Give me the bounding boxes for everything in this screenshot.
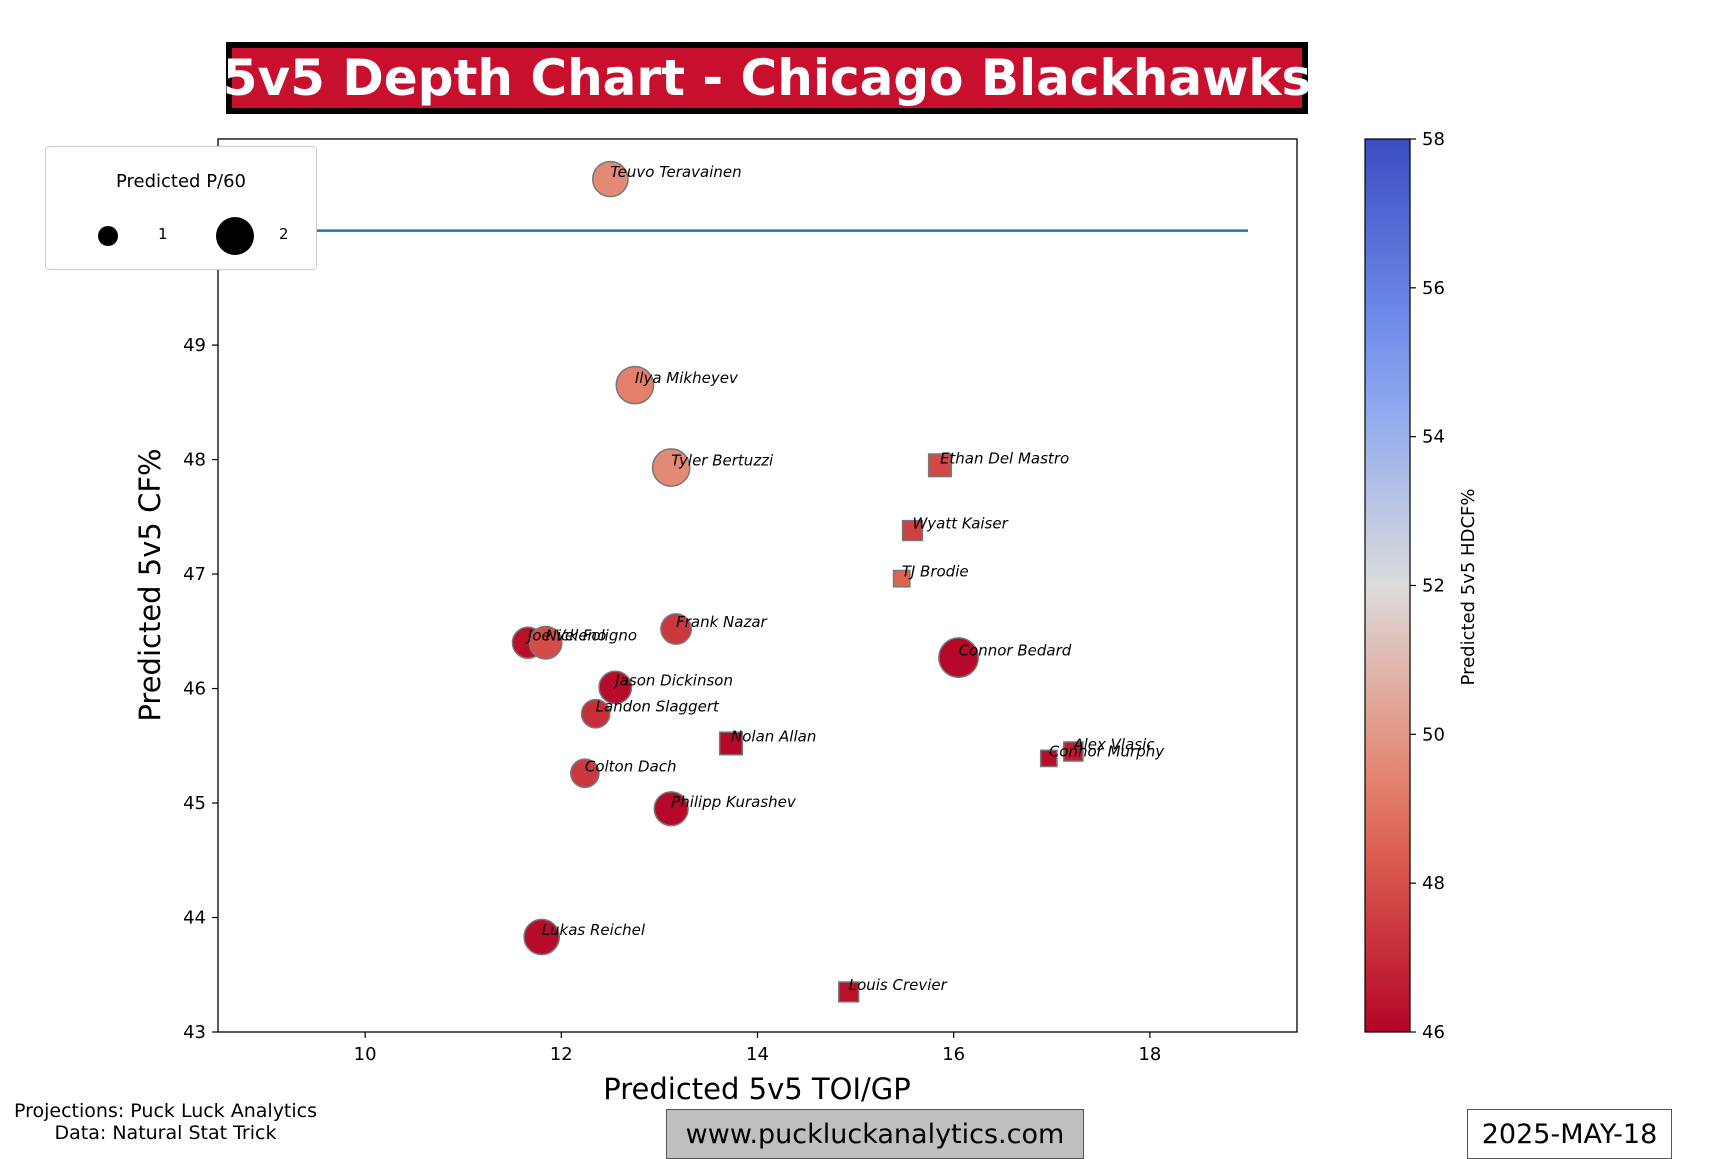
colorbar [1364,138,1411,1033]
player-label: Alex Vlasic [1072,736,1155,754]
y-axis-ticks: 4344454647484950 [183,221,218,1043]
plot-frame [217,138,1298,1033]
y-axis-label: Predicted 5v5 CF% [133,448,167,721]
player-marker [592,160,629,198]
player-marker [938,637,980,679]
player-label: Tyler Bertuzzi [671,452,774,470]
y-tick-label: 45 [183,793,206,814]
player-label: Lukas Reichel [542,921,646,939]
player-label: Connor Bedard [959,642,1072,660]
player-label: Colton Dach [585,757,677,775]
player-marker [901,519,924,542]
colorbar-ticks: 46 48 50 52 54 56 58 [1410,129,1445,1043]
legend-dot-large [216,217,254,255]
player-label: Connor Murphy [1049,742,1165,760]
scatter-points [511,160,1084,1003]
x-axis-ticks: 10 12 14 16 18 [354,1032,1161,1065]
player-label: Philipp Kurashev [671,793,797,811]
player-label: Ethan Del Mastro [940,449,1069,467]
colorbar-tick-label: 54 [1422,427,1445,448]
player-marker [892,569,911,588]
player-marker [660,613,692,645]
projections-credit: Projections: Puck Luck Analytics [14,1100,318,1122]
x-tick-label: 10 [354,1044,377,1065]
player-label: Nolan Allan [731,727,816,745]
player-label: Frank Nazar [676,613,767,631]
player-label: Wyatt Kaiser [912,515,1008,533]
player-label: Landon Slaggert [596,698,720,716]
player-marker [651,448,691,487]
chart-title: 5v5 Depth Chart - Chicago Blackhawks [223,42,1311,114]
x-tick-label: 16 [942,1044,965,1065]
legend-label-large: 2 [279,225,289,243]
player-marker [1063,741,1084,762]
plot-area [217,138,1298,1033]
player-marker [653,791,689,827]
source-credits: Projections: Puck Luck Analytics Data: N… [14,1100,317,1144]
x-tick-label: 14 [746,1044,769,1065]
size-legend: Predicted P/60 1 2 [45,146,317,270]
colorbar-tick-label: 52 [1422,576,1445,597]
player-marker [580,698,611,729]
colorbar-tick-label: 48 [1422,873,1445,894]
player-label: TJ Brodie [902,563,969,581]
player-label: Jason Dickinson [612,671,733,689]
colorbar-label: Predicted 5v5 HDCF% [1458,489,1479,686]
player-marker [927,453,952,478]
size-legend-title: Predicted P/60 [115,171,247,192]
player-label: Ilya Mikheyev [635,369,739,387]
x-tick-label: 18 [1138,1044,1161,1065]
data-credit: Data: Natural Stat Trick [54,1122,277,1144]
x-axis-label: Predicted 5v5 TOI/GP [603,1072,910,1106]
colorbar-tick-label: 50 [1422,724,1445,745]
colorbar-tick-label: 56 [1422,278,1445,299]
player-marker [718,731,744,756]
player-marker [615,365,655,405]
y-tick-label: 49 [183,335,206,356]
player-marker [838,981,860,1003]
date-stamp: 2025-MAY-18 [1467,1109,1672,1159]
y-tick-label: 46 [183,679,206,700]
player-marker [528,625,563,660]
y-tick-label: 47 [183,564,206,585]
player-marker [1039,749,1058,768]
x-tick-label: 12 [550,1044,573,1065]
y-tick-label: 44 [183,908,206,929]
player-label: Louis Crevier [849,976,948,994]
y-tick-label: 48 [183,450,206,471]
colorbar-tick-label: 46 [1422,1022,1445,1043]
player-marker [523,918,561,956]
colorbar-tick-label: 58 [1422,129,1445,150]
player-marker [598,670,633,705]
y-tick-label: 43 [183,1022,206,1043]
player-label: Joe Veleno [525,627,606,645]
legend-dot-small [98,226,118,246]
player-label: Nick Foligno [546,627,637,645]
player-marker [570,758,600,789]
player-label: Teuvo Teravainen [610,163,741,181]
legend-label-small: 1 [158,225,168,243]
player-labels: Teuvo Teravainen Ilya Mikheyev Tyler Bertu… [525,163,1165,994]
